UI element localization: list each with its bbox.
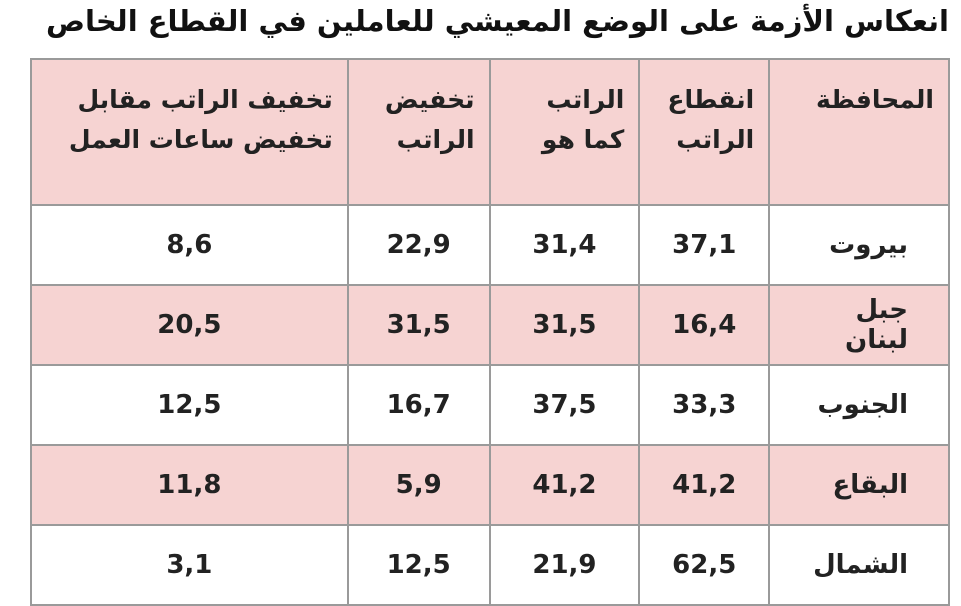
header-line: تخفيف الراتب مقابل: [77, 85, 333, 114]
header-cell: تخفيض الراتب: [346, 58, 491, 206]
value-cell: 37,5: [488, 364, 641, 446]
value-cell: 20,5: [30, 284, 349, 366]
governorate-cell: البقاع: [768, 444, 950, 526]
value-cell: 31,5: [488, 284, 641, 366]
row: جبل لبنان 16,4 31,5 31,5 20,5: [30, 284, 950, 366]
header-line: تخفيض: [384, 85, 475, 114]
value-cell: 41,2: [488, 444, 641, 526]
value-cell: 41,2: [638, 444, 771, 526]
row: الجنوب 33,3 37,5 16,7 12,5: [30, 364, 950, 446]
header-cell: المحافظة: [768, 58, 950, 206]
title: انعكاس الأزمة على الوضع المعيشي للعاملين…: [46, 4, 949, 38]
data-table: المحافظة انقطاع الراتب الراتب كما هو تخفيض الر…: [30, 58, 950, 606]
header-line: الراتب: [676, 125, 755, 154]
header-line: الراتب: [546, 85, 625, 114]
value-cell: 8,6: [30, 204, 349, 286]
header-cell: الراتب كما هو: [488, 58, 641, 206]
value-cell: 5,9: [346, 444, 491, 526]
header-cell: تخفيف الراتب مقابل تخفيض ساعات العمل: [30, 58, 349, 206]
value-cell: 37,1: [638, 204, 771, 286]
value-cell: 12,5: [30, 364, 349, 446]
value-cell: 16,4: [638, 284, 771, 366]
value-cell: 16,7: [346, 364, 491, 446]
header-line: انقطاع: [667, 85, 755, 114]
header-line: تخفيض ساعات العمل: [68, 125, 333, 154]
value-cell: 3,1: [30, 524, 349, 606]
header-line: الراتب: [396, 125, 475, 154]
governorate-cell: جبل لبنان: [768, 284, 950, 366]
value-cell: 31,5: [346, 284, 491, 366]
header-row: المحافظة انقطاع الراتب الراتب كما هو تخفيض الر…: [30, 58, 950, 206]
row: بيروت 37,1 31,4 22,9 8,6: [30, 204, 950, 286]
value-cell: 62,5: [638, 524, 771, 606]
row: البقاع 41,2 41,2 5,9 11,8: [30, 444, 950, 526]
governorate-cell: بيروت: [768, 204, 950, 286]
value-cell: 11,8: [30, 444, 349, 526]
row: الشمال 62,5 21,9 12,5 3,1: [30, 524, 950, 606]
value-cell: 12,5: [346, 524, 491, 606]
governorate-cell: الشمال: [768, 524, 950, 606]
header-cell: انقطاع الراتب: [638, 58, 771, 206]
value-cell: 21,9: [488, 524, 641, 606]
value-cell: 22,9: [346, 204, 491, 286]
value-cell: 31,4: [488, 204, 641, 286]
value-cell: 33,3: [638, 364, 771, 446]
page: انعكاس الأزمة على الوضع المعيشي للعاملين…: [30, 4, 950, 606]
header-line: المحافظة: [815, 85, 934, 114]
header-line: كما هو: [541, 125, 625, 154]
governorate-cell: الجنوب: [768, 364, 950, 446]
